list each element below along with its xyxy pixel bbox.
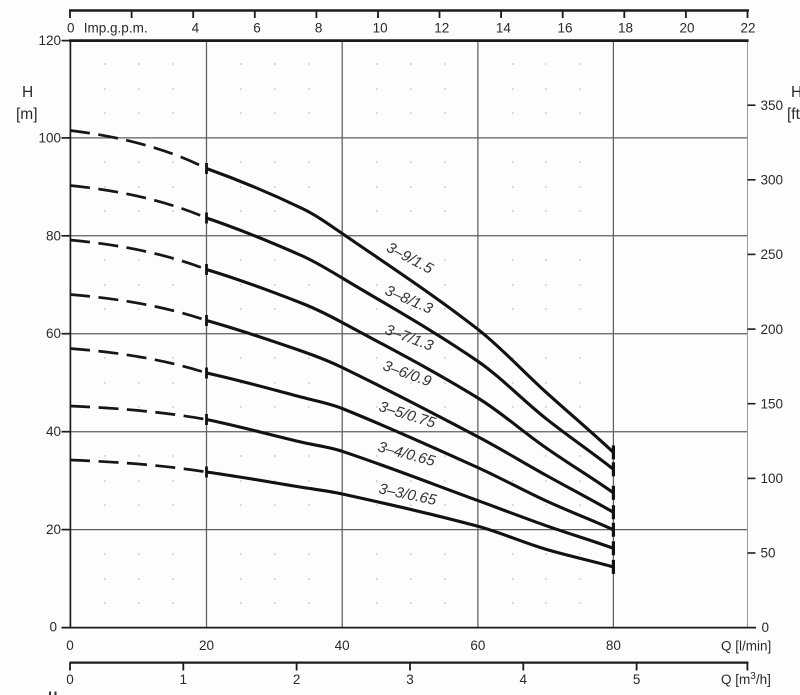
- svg-text:60: 60: [46, 326, 61, 341]
- svg-text:Imp.g.p.m.: Imp.g.p.m.: [84, 21, 148, 36]
- svg-text:H: H: [22, 84, 33, 101]
- svg-text:0: 0: [66, 672, 74, 687]
- svg-text:Q [l/min]: Q [l/min]: [721, 639, 771, 654]
- svg-text:18: 18: [618, 21, 633, 36]
- svg-text:0: 0: [67, 21, 75, 36]
- svg-text:22: 22: [740, 21, 755, 36]
- svg-text:Q [m3/h]: Q [m3/h]: [721, 671, 771, 687]
- svg-text:20: 20: [679, 21, 694, 36]
- svg-text:2: 2: [293, 672, 301, 687]
- svg-text:250: 250: [761, 247, 784, 262]
- svg-text:50: 50: [761, 546, 776, 561]
- svg-text:350: 350: [761, 98, 784, 113]
- svg-text:60: 60: [470, 638, 485, 653]
- svg-text:100: 100: [38, 130, 61, 145]
- svg-text:0: 0: [66, 638, 74, 653]
- svg-text:10: 10: [373, 21, 388, 36]
- svg-text:0: 0: [49, 620, 57, 635]
- svg-text:150: 150: [761, 396, 784, 411]
- svg-text:3: 3: [406, 672, 414, 687]
- svg-text:80: 80: [46, 228, 61, 243]
- svg-text:[m]: [m]: [16, 106, 38, 123]
- svg-text:8: 8: [315, 21, 323, 36]
- svg-text:40: 40: [335, 638, 350, 653]
- svg-text:[ft]: [ft]: [787, 106, 800, 123]
- svg-text:0: 0: [762, 620, 770, 635]
- svg-text:5: 5: [633, 672, 641, 687]
- svg-text:20: 20: [199, 638, 214, 653]
- svg-text:300: 300: [761, 173, 784, 188]
- svg-text:200: 200: [761, 322, 784, 337]
- svg-text:H: H: [791, 84, 800, 101]
- svg-text:6: 6: [253, 21, 261, 36]
- svg-text:80: 80: [606, 638, 621, 653]
- svg-text:120: 120: [38, 33, 61, 48]
- svg-text:100: 100: [761, 471, 784, 486]
- svg-text:1: 1: [180, 672, 188, 687]
- svg-text:4: 4: [520, 672, 528, 687]
- svg-text:20: 20: [46, 522, 61, 537]
- svg-text:4: 4: [192, 21, 200, 36]
- svg-text:14: 14: [496, 21, 512, 36]
- svg-text:12: 12: [434, 21, 449, 36]
- svg-text:16: 16: [557, 21, 572, 36]
- svg-text:40: 40: [46, 424, 61, 439]
